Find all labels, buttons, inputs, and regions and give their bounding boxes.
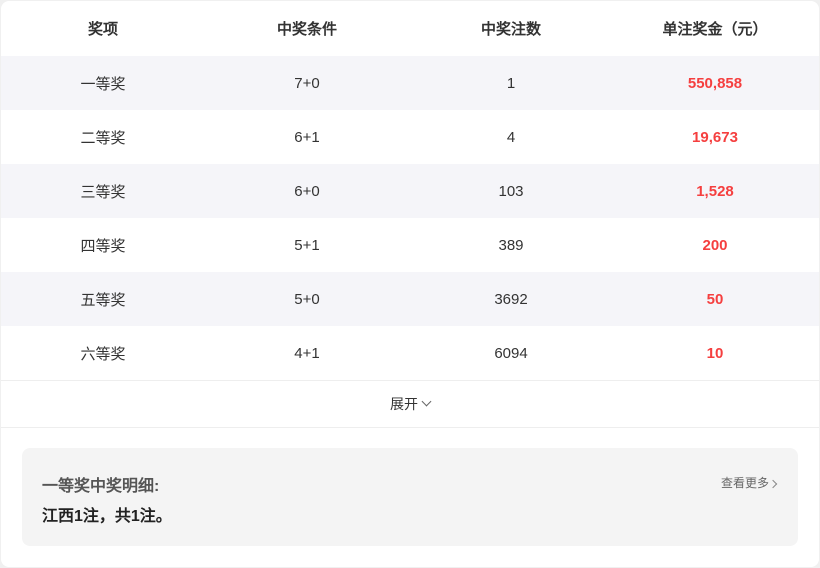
view-more-link[interactable]: 查看更多	[720, 474, 778, 491]
cell-condition: 7+0	[294, 74, 320, 92]
cell-prize: 10	[706, 344, 724, 362]
cell-count: 3692	[494, 290, 528, 308]
cell-count: 4	[506, 128, 516, 146]
cell-condition: 6+1	[294, 128, 320, 146]
table-row: 六等奖 4+1 6094 10	[1, 326, 819, 380]
cell-count: 1	[506, 74, 516, 92]
cell-level: 一等奖	[80, 75, 126, 93]
chevron-right-icon	[768, 479, 778, 489]
table-row: 一等奖 7+0 1 550,858	[1, 56, 819, 110]
chevron-down-icon	[421, 396, 432, 407]
cell-count: 389	[498, 236, 524, 254]
header-level: 奖项	[87, 21, 118, 38]
cell-level: 五等奖	[80, 291, 126, 309]
header-count: 中奖注数	[480, 21, 541, 38]
expand-button[interactable]: 展开	[1, 380, 819, 428]
header-prize: 单注奖金（元）	[662, 21, 768, 38]
cell-level: 二等奖	[80, 129, 126, 147]
expand-label: 展开	[390, 396, 418, 412]
detail-title: 一等奖中奖明细:	[42, 478, 160, 495]
header-condition: 中奖条件	[276, 21, 337, 38]
cell-prize: 1,528	[696, 182, 734, 200]
cell-prize: 19,673	[692, 128, 738, 146]
cell-count: 6094	[494, 344, 528, 362]
table-row: 四等奖 5+1 389 200	[1, 218, 819, 272]
cell-prize: 200	[702, 236, 728, 254]
detail-text: 江西1注，共1注。	[42, 508, 172, 525]
cell-level: 六等奖	[80, 345, 126, 363]
table-row: 二等奖 6+1 4 19,673	[1, 110, 819, 164]
cell-condition: 6+0	[294, 182, 320, 200]
table-row: 五等奖 5+0 3692 50	[1, 272, 819, 326]
cell-prize: 550,858	[687, 74, 743, 92]
table-header: 奖项 中奖条件 中奖注数 单注奖金（元）	[1, 1, 819, 56]
cell-condition: 5+0	[294, 290, 320, 308]
detail-panel: 一等奖中奖明细: 江西1注，共1注。 查看更多	[22, 448, 798, 546]
cell-prize: 50	[706, 290, 724, 308]
cell-count: 103	[498, 182, 524, 200]
table-row: 三等奖 6+0 103 1,528	[1, 164, 819, 218]
view-more-label: 查看更多	[720, 476, 769, 490]
cell-level: 三等奖	[80, 183, 126, 201]
cell-condition: 4+1	[294, 344, 320, 362]
cell-condition: 5+1	[294, 236, 320, 254]
cell-level: 四等奖	[80, 237, 126, 255]
